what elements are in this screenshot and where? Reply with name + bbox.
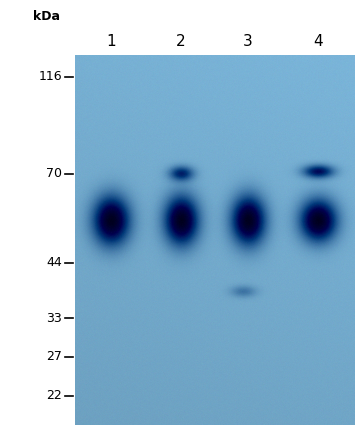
Text: kDa: kDa (33, 10, 60, 23)
Text: 1: 1 (106, 34, 116, 49)
Text: 116: 116 (38, 70, 62, 83)
Text: 70: 70 (46, 167, 62, 180)
Text: 27: 27 (46, 350, 62, 363)
Text: 22: 22 (46, 389, 62, 402)
Text: 3: 3 (243, 34, 253, 49)
Text: 4: 4 (313, 34, 323, 49)
Text: 2: 2 (176, 34, 186, 49)
Text: 44: 44 (46, 256, 62, 270)
Text: 33: 33 (46, 311, 62, 324)
